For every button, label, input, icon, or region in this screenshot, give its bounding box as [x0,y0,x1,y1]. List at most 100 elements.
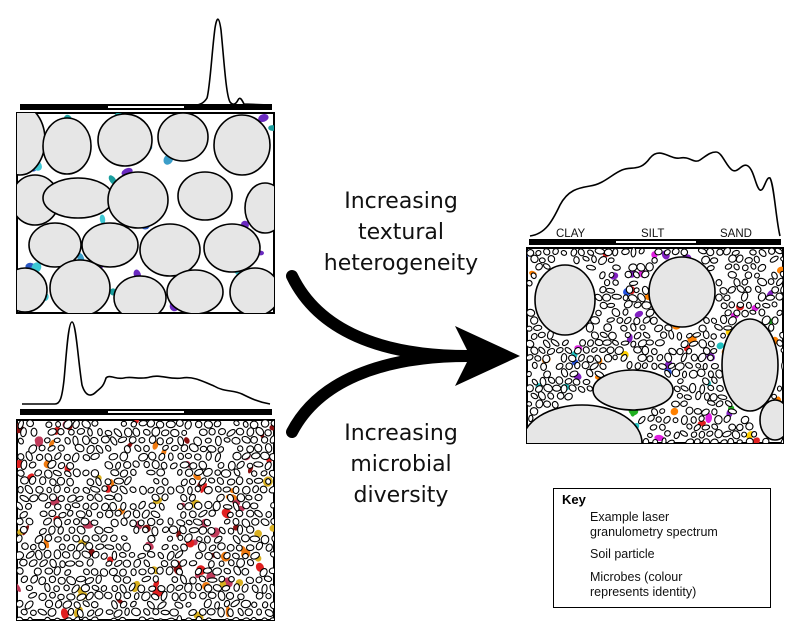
soil-particle [29,609,37,616]
soil-particle [57,444,65,452]
soil-particle [128,436,137,444]
soil-particle [17,501,24,511]
soil-particle [530,272,537,280]
soil-particle [72,468,81,478]
soil-particle [671,248,680,256]
soil-particle [224,618,230,620]
soil-particle [214,469,222,476]
soil-particle [81,435,91,445]
soil-particle [530,316,539,325]
soil-particle [198,460,208,470]
soil-particle [641,362,648,369]
soil-particle [758,249,767,257]
soil-particle [231,617,240,620]
soil-particle [194,468,204,476]
soil-particle [17,113,46,176]
soil-particle [673,431,681,440]
arrow-texture [286,270,474,362]
soil-particle [90,436,99,445]
soil-particle [608,271,615,279]
soil-particle [199,445,208,453]
soil-particle [188,478,197,486]
soil-particle [226,493,235,503]
soil-particle [599,271,606,280]
soil-particle [115,461,122,470]
soil-particle [157,551,165,560]
soil-particle [269,435,274,444]
soil-particle [709,257,719,264]
microbe [705,412,713,424]
soil-particle [659,408,666,414]
spectrum-curve-right [529,151,781,237]
soil-particle [641,270,650,279]
soil-particle [205,451,212,461]
soil-particle [193,453,202,461]
soil-particle [651,257,658,264]
microbe [183,437,190,444]
soil-particle [775,277,783,287]
soil-particle [707,340,715,348]
soil-particle [68,526,76,534]
soil-particle [223,599,231,608]
soil-particle [160,560,169,568]
soil-particle [90,469,100,478]
soil-particle [55,421,62,428]
soil-particle [727,271,738,279]
microbe [716,342,724,350]
soil-particle [757,263,767,272]
soil-particle [657,363,667,370]
soil-particle [645,262,654,272]
soil-particle [671,368,681,378]
soil-particle [676,347,684,356]
soil-particle [119,485,128,495]
soil-particle [599,286,607,294]
soil-particle [527,339,535,349]
size-axis-bar-right [529,239,781,245]
soil-particle [174,550,184,559]
soil-particle [622,308,629,316]
soil-particle [213,420,222,428]
soil-particle [676,392,684,399]
soil-particle [530,254,539,264]
soil-particle [139,485,147,495]
soil-particle [107,171,169,229]
soil-particle [203,518,212,527]
soil-particle [212,500,221,512]
soil-particle [573,346,582,355]
soil-particle [94,526,104,535]
soil-particle [264,429,272,437]
soil-particle [535,399,544,409]
soil-particle [71,452,80,463]
soil-particle [241,435,251,444]
soil-particle [104,461,114,470]
soil-particle [269,551,274,558]
soil-particle [86,494,94,501]
soil-particle [162,444,169,451]
soil-particle [103,526,114,534]
soil-particle [208,427,216,436]
soil-particle [90,486,101,493]
soil-particle [650,348,658,356]
soil-particle [142,543,152,552]
soil-particle [535,249,542,257]
soil-particle [245,494,253,501]
soil-particle [249,420,259,430]
soil-particle [693,424,701,432]
soil-particles-bottom [17,420,274,620]
soil-particle [771,271,778,280]
soil-particle [132,427,141,437]
microbe [254,529,262,538]
soil-particle [100,552,108,560]
soil-particle [751,430,758,438]
soil-particle [768,323,775,332]
soil-particle [546,347,556,356]
soil-particle [156,518,164,526]
soil-particle [692,332,702,338]
soil-particle [254,493,263,502]
soil-particle [270,502,274,509]
soil-particle [745,422,754,431]
soil-particle [771,393,778,400]
soil-particle [189,576,197,585]
soil-particle [156,566,164,575]
soil-particles-top [17,113,274,313]
